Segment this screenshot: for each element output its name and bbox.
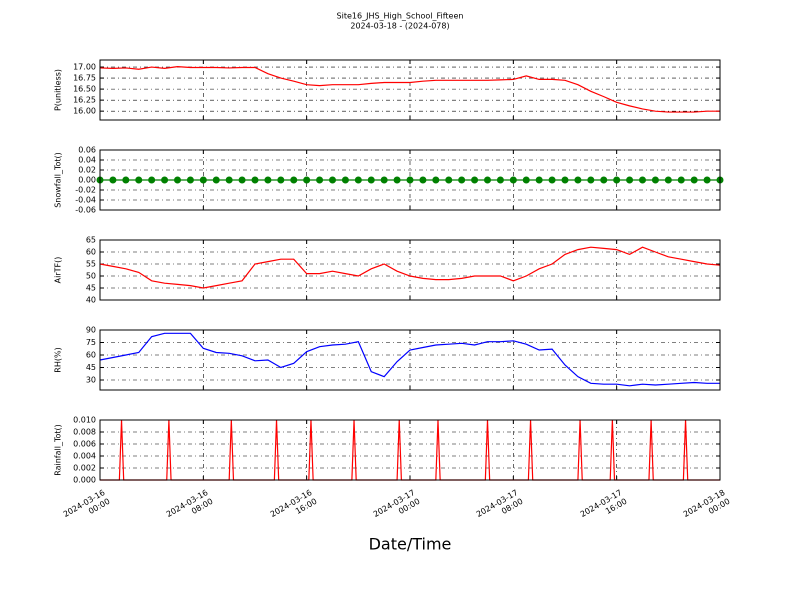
plot-frame (99, 59, 721, 121)
data-point (354, 176, 362, 184)
data-point (432, 176, 440, 184)
y-axis-label: Rainfall_Tot() (54, 424, 63, 476)
data-point (238, 176, 246, 184)
y-axis-label: AirTF() (54, 257, 63, 284)
data-point (664, 176, 672, 184)
y-tick-label: -0.02 (75, 186, 96, 195)
data-point (264, 176, 272, 184)
data-point (367, 176, 375, 184)
plot-frame (99, 149, 721, 211)
data-point (703, 176, 711, 184)
data-point (341, 176, 349, 184)
data-point (251, 176, 259, 184)
data-point (613, 176, 621, 184)
data-point (690, 176, 698, 184)
data-point (329, 176, 336, 184)
data-point (626, 176, 634, 184)
y-tick-label: 45 (86, 284, 96, 293)
y-tick-label: 55 (86, 260, 96, 269)
data-point (174, 176, 181, 184)
data-point (290, 176, 298, 184)
data-point (419, 176, 427, 184)
data-point (677, 176, 685, 184)
y-tick-label: 65 (86, 236, 96, 245)
y-tick-label: 30 (86, 376, 96, 385)
y-tick-label: 16.00 (73, 107, 96, 116)
data-line (99, 246, 721, 289)
plot-frame (99, 239, 721, 301)
y-tick-label: -0.04 (75, 196, 96, 205)
y-tick-label: 0.004 (73, 452, 96, 461)
data-point (393, 176, 401, 184)
data-point (496, 176, 504, 184)
y-tick-label: 16.75 (73, 74, 96, 83)
y-axis-label: P(unitless) (54, 69, 63, 111)
data-point (225, 176, 233, 184)
y-tick-label: 16.50 (73, 85, 96, 94)
y-tick-label: 0.008 (73, 428, 96, 437)
y-tick-label: 90 (86, 326, 96, 335)
y-tick-label: -0.06 (75, 206, 96, 215)
data-point (122, 176, 130, 184)
data-point (109, 176, 117, 184)
chart-title: Site16_JHS_High_School_Fifteen (337, 12, 464, 21)
plot-frame (99, 329, 721, 391)
y-axis-label: Snowfall_Tot() (54, 152, 63, 208)
y-tick-label: 0.06 (78, 146, 96, 155)
data-point (212, 176, 220, 184)
data-point (303, 176, 311, 184)
data-line (99, 332, 720, 387)
y-tick-label: 0.04 (78, 156, 96, 165)
y-tick-label: 17.00 (73, 63, 96, 72)
y-tick-label: 0.02 (78, 166, 96, 175)
chart-subtitle: 2024-03-18 - (2024-078) (350, 22, 449, 31)
data-point (458, 176, 466, 184)
data-point (484, 176, 491, 184)
data-point (561, 176, 569, 184)
y-tick-label: 0.002 (73, 464, 96, 473)
data-point (186, 176, 194, 184)
y-tick-label: 0.000 (73, 476, 96, 485)
data-point (380, 176, 388, 184)
data-point (406, 176, 414, 184)
data-point (639, 176, 646, 184)
data-point (277, 176, 285, 184)
data-point (548, 176, 556, 184)
y-tick-label: 60 (86, 248, 96, 257)
data-line (99, 66, 720, 113)
data-point (600, 176, 608, 184)
data-point (574, 176, 582, 184)
data-point (651, 176, 659, 184)
y-axis-label: RH(%) (54, 347, 63, 372)
data-point (522, 176, 530, 184)
data-point (148, 176, 156, 184)
data-point (471, 176, 479, 184)
y-tick-label: 0.006 (73, 440, 96, 449)
data-point (535, 176, 543, 184)
y-tick-label: 50 (86, 272, 96, 281)
x-axis-label: Date/Time (369, 535, 452, 554)
plot-frame (99, 419, 721, 481)
data-point (445, 176, 453, 184)
data-point (316, 176, 324, 184)
y-tick-label: 40 (86, 296, 96, 305)
data-point (587, 176, 595, 184)
y-tick-label: 45 (86, 363, 96, 372)
data-point (161, 176, 169, 184)
y-tick-label: 60 (86, 351, 96, 360)
data-point (135, 176, 143, 184)
y-tick-label: 75 (86, 338, 96, 347)
data-point (199, 176, 207, 184)
y-tick-label: 16.25 (73, 96, 96, 105)
data-point (509, 176, 517, 184)
y-tick-label: 0.010 (73, 416, 96, 425)
y-tick-label: 0.00 (78, 176, 96, 185)
